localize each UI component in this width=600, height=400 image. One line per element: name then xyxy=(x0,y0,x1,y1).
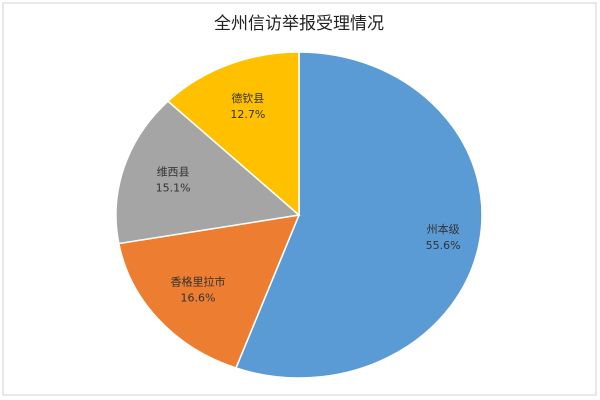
slice-label: 维西县 xyxy=(157,165,190,178)
pie-slice xyxy=(166,51,300,217)
pie-slice xyxy=(234,51,483,379)
slice-value-label: 15.1% xyxy=(156,181,191,194)
slice-label: 州本级 xyxy=(427,222,460,236)
slice-label: 德钦县 xyxy=(231,91,264,105)
slice-value-label: 16.6% xyxy=(181,291,216,304)
slice-value-label: 55.6% xyxy=(426,239,461,252)
slice-value-label: 12.7% xyxy=(230,108,265,121)
slice-label: 香格里拉市 xyxy=(171,274,226,288)
chart-title: 全州信访举报受理情况 xyxy=(214,14,384,34)
pie-slice xyxy=(117,214,301,369)
pie-slice xyxy=(115,100,301,245)
